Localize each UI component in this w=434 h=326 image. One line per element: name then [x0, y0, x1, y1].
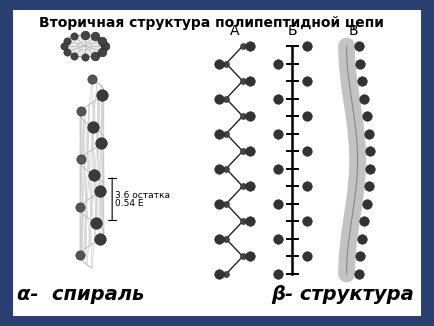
Point: [356, 271, 363, 276]
Point: [247, 113, 253, 119]
Point: [303, 184, 310, 189]
Point: [71, 34, 78, 39]
Point: [223, 271, 230, 276]
Point: [77, 253, 84, 258]
Point: [91, 172, 98, 178]
Point: [61, 43, 68, 49]
Point: [365, 184, 372, 189]
Point: [90, 125, 97, 130]
Point: [96, 237, 103, 242]
Text: А: А: [230, 24, 239, 38]
Point: [239, 113, 246, 119]
Point: [99, 49, 105, 54]
Point: [64, 49, 71, 54]
Text: β- структура: β- структура: [271, 285, 414, 304]
Text: Вторичная структура полипептидной цепи: Вторичная структура полипептидной цепи: [39, 16, 384, 30]
Point: [357, 61, 364, 66]
Point: [367, 149, 374, 154]
Point: [81, 32, 88, 37]
Text: В: В: [349, 24, 359, 38]
Point: [239, 149, 246, 154]
Point: [81, 54, 88, 60]
Point: [99, 92, 105, 97]
Point: [247, 43, 253, 49]
Point: [89, 76, 95, 82]
Point: [91, 53, 98, 58]
Point: [215, 96, 222, 101]
Point: [303, 113, 310, 119]
Text: 3.6 остатка: 3.6 остатка: [115, 191, 170, 200]
Point: [223, 131, 230, 136]
Point: [303, 149, 310, 154]
Point: [215, 236, 222, 242]
Point: [247, 79, 253, 84]
Point: [367, 166, 374, 171]
Point: [247, 219, 253, 224]
Ellipse shape: [64, 35, 105, 57]
Point: [274, 271, 281, 276]
Point: [77, 156, 84, 162]
Point: [361, 96, 368, 101]
Text: Б: Б: [287, 24, 297, 38]
Point: [357, 254, 364, 259]
Point: [223, 236, 230, 242]
Point: [239, 219, 246, 224]
Point: [99, 38, 105, 43]
Point: [274, 131, 281, 136]
Point: [64, 38, 71, 43]
Text: α-  спираль: α- спираль: [16, 285, 144, 304]
Point: [71, 53, 78, 58]
Point: [239, 43, 246, 49]
Point: [274, 166, 281, 171]
Point: [303, 254, 310, 259]
Text: 0.54 Е: 0.54 Е: [115, 199, 143, 208]
Ellipse shape: [78, 42, 92, 50]
Point: [215, 201, 222, 206]
Point: [78, 109, 85, 114]
Point: [274, 201, 281, 206]
Point: [358, 236, 365, 242]
Point: [97, 188, 104, 194]
Point: [215, 61, 222, 66]
Point: [215, 131, 222, 136]
Point: [247, 184, 253, 189]
Point: [239, 184, 246, 189]
Point: [363, 113, 370, 119]
Point: [274, 61, 281, 66]
Point: [223, 96, 230, 101]
Point: [303, 219, 310, 224]
Point: [98, 141, 105, 146]
Point: [365, 131, 372, 136]
Point: [247, 254, 253, 259]
Point: [223, 61, 230, 66]
Point: [92, 221, 99, 226]
Point: [358, 79, 365, 84]
Point: [215, 271, 222, 276]
Point: [303, 79, 310, 84]
Point: [247, 149, 253, 154]
Point: [274, 236, 281, 242]
Point: [77, 204, 84, 210]
Point: [223, 166, 230, 171]
Point: [101, 43, 108, 49]
Point: [361, 219, 368, 224]
Point: [239, 79, 246, 84]
Point: [239, 254, 246, 259]
Point: [356, 43, 363, 49]
Point: [274, 96, 281, 101]
Point: [303, 43, 310, 49]
Point: [223, 201, 230, 206]
Point: [215, 166, 222, 171]
Point: [91, 34, 98, 39]
Point: [363, 201, 370, 206]
